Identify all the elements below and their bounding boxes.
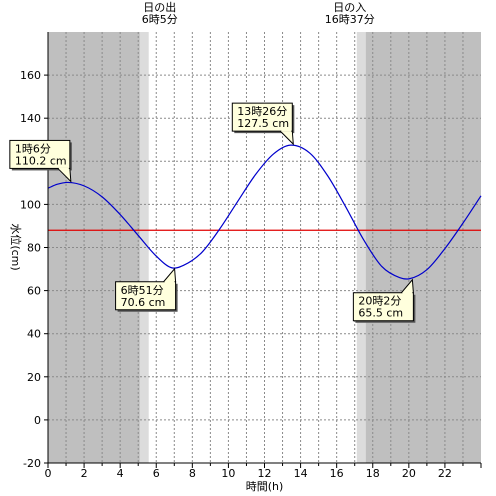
series-layer	[47, 144, 482, 280]
sunrise-time: 6時5分	[142, 13, 178, 26]
x-tick-label: 8	[189, 467, 196, 480]
y-tick-label: 0	[34, 414, 41, 427]
sunrise-label: 日の出	[143, 0, 176, 14]
y-tick-label: 20	[27, 371, 41, 384]
y-tick-label: 40	[27, 328, 41, 341]
callout-time: 13時26分	[237, 105, 287, 118]
y-tick-label: 100	[20, 198, 41, 211]
callout-time: 1時6分	[15, 142, 51, 155]
x-tick-label: 0	[45, 467, 52, 480]
y-tick-label: 80	[27, 242, 41, 255]
y-tick-label: 160	[20, 69, 41, 82]
sunset-label: 日の入	[333, 1, 366, 14]
x-tick-label: 2	[81, 467, 88, 480]
tide-line	[47, 144, 482, 280]
callout-box	[231, 102, 293, 132]
axes	[44, 32, 482, 468]
y-tick-label: 140	[20, 112, 41, 125]
x-tick-label: 18	[366, 467, 380, 480]
x-tick-label: 10	[221, 467, 235, 480]
x-tick-label: 16	[330, 467, 344, 480]
callout-value: 110.2 cm	[15, 154, 67, 167]
y-axis-title: 水位(cm)	[9, 223, 23, 270]
callout-value: 127.5 cm	[237, 117, 289, 130]
callout-box	[9, 139, 71, 169]
x-tick-label: 12	[258, 467, 272, 480]
callout-value: 70.6 cm	[121, 296, 166, 309]
sunset-time: 16時37分	[325, 13, 375, 26]
callout-time: 6時51分	[121, 284, 164, 297]
y-tick-label: -20	[23, 457, 41, 470]
callout-box	[115, 281, 177, 311]
x-tick-label: 6	[153, 467, 160, 480]
x-axis-title: 時間(h)	[246, 480, 284, 493]
x-tick-label: 22	[438, 467, 452, 480]
callout-value: 65.5 cm	[358, 307, 403, 320]
callout-time: 20時2分	[358, 295, 401, 308]
x-tick-label: 20	[402, 467, 416, 480]
x-tick-label: 14	[294, 467, 308, 480]
y-tick-label: 60	[27, 285, 41, 298]
callout-box	[352, 292, 414, 322]
x-tick-label: 4	[117, 467, 124, 480]
